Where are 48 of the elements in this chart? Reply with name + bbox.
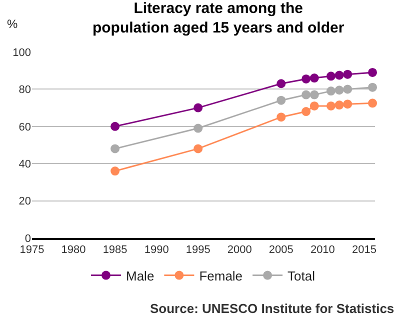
x-tick-label: 1985 xyxy=(102,244,128,256)
point xyxy=(326,86,336,96)
y-tick-label: 80 xyxy=(18,84,31,96)
legend-label: Female xyxy=(199,268,243,284)
y-tick-label: 40 xyxy=(18,158,31,170)
point xyxy=(276,79,286,88)
point xyxy=(302,74,311,84)
y-tick-label: 20 xyxy=(18,196,31,208)
legend-label: Total xyxy=(288,268,316,284)
point xyxy=(368,82,378,92)
x-tick-label: 2000 xyxy=(227,244,252,256)
chart-title: Literacy rate among the population aged 15 years and older xyxy=(92,0,344,36)
point xyxy=(326,72,336,81)
source-note: Source: UNESCO Institute for Statistics xyxy=(150,301,394,316)
y-tick-label: 100 xyxy=(12,46,31,59)
point xyxy=(343,100,352,109)
point xyxy=(343,70,352,79)
x-tick-label: 1990 xyxy=(144,244,169,256)
point xyxy=(194,144,203,154)
point xyxy=(310,90,319,100)
point xyxy=(110,122,120,131)
point xyxy=(310,101,319,110)
point xyxy=(334,100,344,110)
x-tick-label: 1975 xyxy=(20,244,44,256)
point xyxy=(194,103,203,112)
point xyxy=(326,101,336,110)
y-tick-label: 60 xyxy=(18,121,31,134)
point xyxy=(302,107,311,116)
point xyxy=(368,98,378,108)
point xyxy=(110,144,120,154)
x-tick-label: 1995 xyxy=(186,244,210,256)
x-tick-label: 2015 xyxy=(352,244,376,256)
legend-label: Male xyxy=(126,268,154,284)
point xyxy=(343,84,352,94)
point xyxy=(334,86,344,95)
point xyxy=(302,90,311,100)
point xyxy=(110,166,120,176)
point xyxy=(276,96,286,105)
y-axis-title: % xyxy=(7,17,18,31)
point xyxy=(276,112,286,122)
y-tick-label: 0 xyxy=(24,232,31,245)
point xyxy=(334,70,344,80)
point xyxy=(194,124,203,133)
x-tick-label: 2010 xyxy=(310,244,335,256)
point xyxy=(310,74,319,83)
point xyxy=(368,68,378,77)
x-tick-label: 2005 xyxy=(268,244,294,256)
x-tick-label: 1980 xyxy=(61,244,86,256)
